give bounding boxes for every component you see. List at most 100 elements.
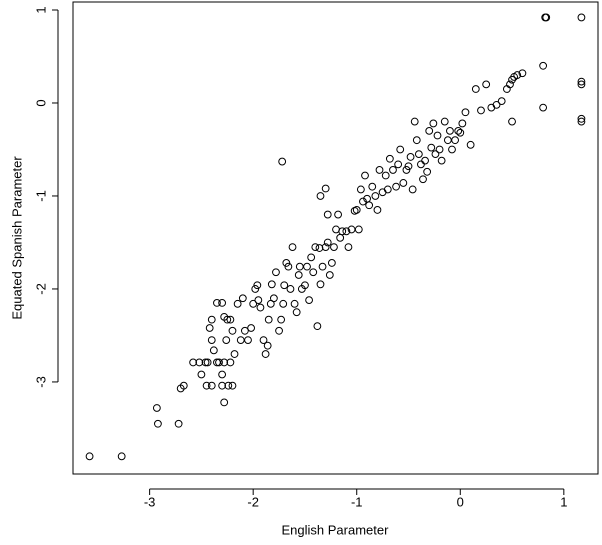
point [375, 166, 384, 174]
point [404, 162, 413, 171]
point [456, 128, 465, 137]
x-tick-label: -1 [351, 494, 363, 509]
y-tick-label: -1 [33, 190, 48, 202]
point [209, 346, 218, 355]
point [539, 61, 548, 70]
point [325, 271, 334, 279]
x-tick-label: 1 [560, 494, 567, 509]
point [466, 140, 475, 149]
point [497, 97, 506, 106]
point [323, 238, 332, 247]
point [435, 145, 444, 154]
point [421, 156, 429, 165]
point [228, 326, 237, 335]
point [423, 167, 432, 176]
point [471, 85, 480, 93]
point [307, 253, 316, 262]
point [323, 210, 332, 219]
point [203, 358, 212, 367]
point [352, 206, 361, 214]
point [316, 280, 325, 289]
point [207, 336, 216, 344]
point [359, 197, 367, 206]
point [344, 243, 353, 252]
point [220, 358, 229, 367]
y-tick-label: -2 [33, 283, 48, 295]
point [392, 182, 400, 191]
y-tick-label: 1 [33, 6, 48, 13]
point [254, 296, 263, 305]
point [513, 71, 522, 79]
point [412, 136, 421, 145]
point [303, 262, 311, 271]
point [365, 201, 374, 210]
point [295, 262, 304, 271]
point [482, 80, 491, 89]
point [373, 206, 382, 214]
point [410, 117, 419, 126]
point [383, 185, 392, 194]
point [251, 285, 260, 293]
point [417, 160, 425, 169]
point [292, 308, 301, 317]
point [280, 281, 289, 290]
point [218, 299, 227, 307]
x-tick-label: 0 [457, 494, 464, 509]
point [218, 370, 227, 379]
point [334, 210, 342, 219]
point [218, 381, 227, 390]
point [492, 100, 501, 109]
point [226, 315, 235, 324]
point [371, 192, 380, 200]
point [197, 370, 206, 379]
point [402, 166, 411, 174]
point [316, 192, 325, 200]
point [215, 358, 223, 367]
point [446, 126, 454, 135]
point [577, 77, 586, 86]
point [278, 157, 287, 166]
point [269, 294, 278, 303]
point [431, 150, 440, 159]
point [249, 299, 258, 308]
point [224, 381, 233, 390]
point [577, 13, 586, 22]
y-axis-label: Equated Spanish Parameter [9, 156, 24, 320]
point [356, 185, 365, 194]
point [311, 243, 320, 252]
point [342, 227, 351, 236]
point [290, 299, 299, 308]
point [294, 271, 303, 279]
point [508, 117, 516, 126]
point [288, 243, 297, 252]
point [396, 145, 405, 154]
point [233, 299, 242, 308]
point [267, 280, 276, 289]
point [179, 381, 188, 390]
point [152, 404, 161, 412]
point [443, 136, 452, 145]
point [309, 268, 318, 277]
point [202, 381, 211, 390]
point [315, 244, 324, 252]
point [264, 315, 273, 324]
point [518, 69, 527, 78]
point [174, 419, 183, 428]
point [253, 281, 262, 290]
point [195, 358, 204, 367]
x-tick-label: -3 [144, 494, 156, 509]
point [226, 358, 235, 367]
point [220, 398, 229, 407]
x-tick-label: -2 [247, 494, 259, 509]
point [223, 315, 232, 324]
point [207, 381, 216, 390]
point [279, 299, 288, 308]
point [577, 117, 586, 126]
point [259, 336, 268, 344]
point [117, 452, 126, 461]
point [394, 160, 403, 169]
point [577, 80, 586, 89]
point [539, 103, 548, 112]
point [414, 150, 423, 159]
